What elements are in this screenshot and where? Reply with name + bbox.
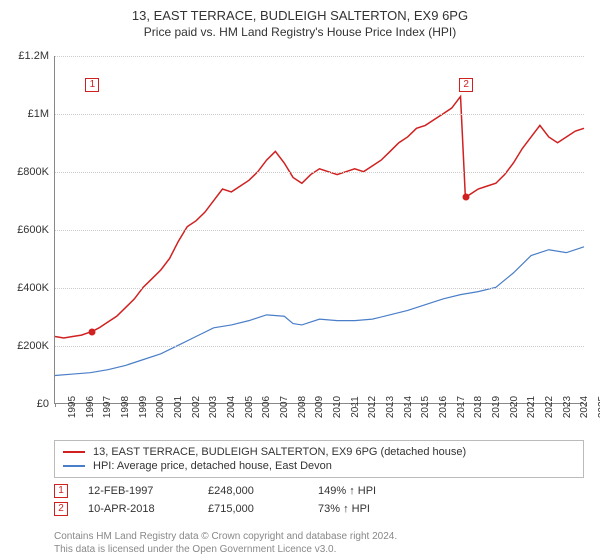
footer-line-1: Contains HM Land Registry data © Crown c… xyxy=(54,530,397,543)
transaction-price: £248,000 xyxy=(208,485,298,497)
plot-area: £0£200K£400K£600K£800K£1M£1.2M1995199619… xyxy=(54,56,584,404)
title-sub: Price paid vs. HM Land Registry's House … xyxy=(0,25,600,39)
y-tick-label: £0 xyxy=(37,398,49,410)
legend-label: 13, EAST TERRACE, BUDLEIGH SALTERTON, EX… xyxy=(93,446,466,458)
y-tick-label: £400K xyxy=(17,282,49,294)
y-tick-label: £1M xyxy=(28,108,49,120)
legend-label: HPI: Average price, detached house, East… xyxy=(93,460,332,472)
transaction-date: 10-APR-2018 xyxy=(88,503,188,515)
gridline-h xyxy=(55,56,584,57)
transaction-marker: 2 xyxy=(54,502,68,516)
series-line-property xyxy=(55,96,584,338)
gridline-h xyxy=(55,114,584,115)
legend-swatch xyxy=(63,465,85,467)
title-main: 13, EAST TERRACE, BUDLEIGH SALTERTON, EX… xyxy=(0,8,600,23)
transaction-row: 2 10-APR-2018 £715,000 73% ↑ HPI xyxy=(54,500,584,518)
transaction-pct: 73% ↑ HPI xyxy=(318,503,418,515)
transaction-price: £715,000 xyxy=(208,503,298,515)
marker-label: 1 xyxy=(85,78,99,92)
marker-dot xyxy=(89,329,96,336)
series-line-hpi xyxy=(55,247,584,376)
gridline-h xyxy=(55,288,584,289)
transaction-date: 12-FEB-1997 xyxy=(88,485,188,497)
y-tick-label: £800K xyxy=(17,166,49,178)
gridline-h xyxy=(55,230,584,231)
marker-dot xyxy=(463,193,470,200)
transactions-table: 1 12-FEB-1997 £248,000 149% ↑ HPI 2 10-APR-20… xyxy=(54,482,584,518)
legend-swatch xyxy=(63,451,85,453)
y-tick-label: £600K xyxy=(17,224,49,236)
footer-line-2: This data is licensed under the Open Gov… xyxy=(54,543,397,556)
footer: Contains HM Land Registry data © Crown c… xyxy=(54,530,397,556)
legend: 13, EAST TERRACE, BUDLEIGH SALTERTON, EX… xyxy=(54,440,584,478)
transaction-pct: 149% ↑ HPI xyxy=(318,485,418,497)
y-tick-label: £200K xyxy=(17,340,49,352)
legend-item: HPI: Average price, detached house, East… xyxy=(63,459,575,473)
transaction-row: 1 12-FEB-1997 £248,000 149% ↑ HPI xyxy=(54,482,584,500)
chart-container: 13, EAST TERRACE, BUDLEIGH SALTERTON, EX… xyxy=(0,0,600,560)
x-tick-label: 2025 xyxy=(585,396,600,418)
transaction-marker: 1 xyxy=(54,484,68,498)
legend-item: 13, EAST TERRACE, BUDLEIGH SALTERTON, EX… xyxy=(63,445,575,459)
gridline-h xyxy=(55,346,584,347)
y-tick-label: £1.2M xyxy=(18,50,49,62)
title-block: 13, EAST TERRACE, BUDLEIGH SALTERTON, EX… xyxy=(0,0,600,43)
gridline-h xyxy=(55,172,584,173)
marker-label: 2 xyxy=(459,78,473,92)
